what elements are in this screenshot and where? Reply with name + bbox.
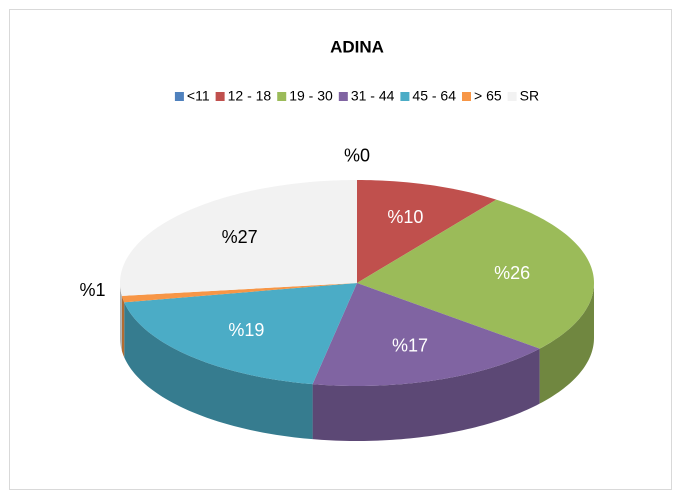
chart-title: ADINA <box>330 37 384 56</box>
legend-swatch <box>277 92 287 101</box>
data-label: %17 <box>392 336 428 356</box>
slice <box>312 283 540 386</box>
data-label: %27 <box>222 227 258 247</box>
legend-label: 12 - 18 <box>228 88 272 104</box>
slice <box>124 283 357 385</box>
legend-label: 45 - 64 <box>412 88 456 104</box>
legend-swatch <box>338 92 348 101</box>
legend-label: 19 - 30 <box>289 88 333 104</box>
data-label: %10 <box>387 207 423 227</box>
legend-label: 31 - 44 <box>351 88 395 104</box>
slice-side <box>120 283 122 351</box>
data-label: %0 <box>344 145 370 165</box>
slice-side <box>539 283 594 404</box>
slice-side <box>121 295 125 358</box>
data-label: %26 <box>494 263 530 283</box>
data-label: %19 <box>228 320 264 340</box>
legend-swatch <box>215 92 225 101</box>
legend-swatch <box>174 92 184 101</box>
slice-side <box>124 302 313 440</box>
slice <box>121 283 358 303</box>
legend-label: <11 <box>187 88 210 104</box>
legend-swatch <box>507 92 517 101</box>
slice <box>357 180 497 283</box>
slice <box>357 199 594 349</box>
legend: <11 12 - 18 19 - 30 31 - 44 45 - 64 > 65 SR <box>174 88 539 104</box>
legend-label: > 65 <box>474 88 502 104</box>
legend-swatch <box>462 92 471 101</box>
data-label: %1 <box>79 280 105 300</box>
slice-side <box>312 348 540 441</box>
legend-label: SR <box>520 88 539 104</box>
legend-swatch <box>400 92 410 101</box>
slice <box>120 180 357 296</box>
